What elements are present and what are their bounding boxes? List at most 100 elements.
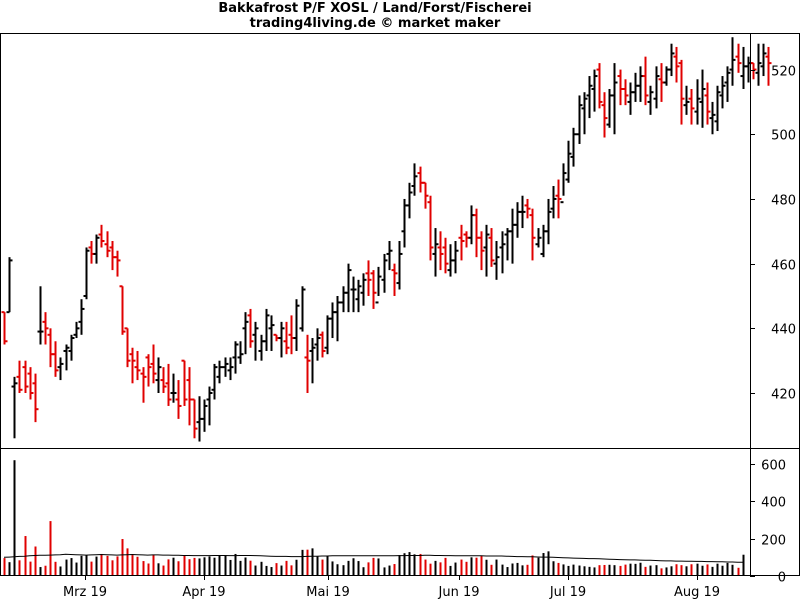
ohlc-bar: [140, 367, 147, 403]
ohlc-bar: [283, 321, 290, 355]
ohlc-bar: [540, 224, 547, 258]
ohlc-bar: [47, 328, 54, 368]
ohlc-bar: [632, 72, 639, 102]
ohlc-bar: [1, 311, 8, 345]
ohlc-bar: [83, 247, 90, 300]
ohlc-bar: [145, 354, 152, 387]
ohlc-bar: [750, 62, 757, 80]
ohlc-bar: [396, 241, 403, 290]
ohlc-bar: [37, 286, 44, 345]
month-label: Aug 19: [674, 585, 720, 600]
price-tick-label: 520: [771, 65, 796, 80]
ohlc-bar: [68, 334, 75, 361]
ohlc-bar: [165, 363, 172, 406]
ohlc-bar: [150, 344, 157, 384]
x-axis: Mrz 19 Apr 19 Mai 19 Jun 19 Jul 19 Aug 19: [63, 576, 720, 600]
ohlc-bar: [22, 360, 29, 394]
ohlc-bar: [740, 46, 747, 89]
ohlc-bar: [98, 224, 105, 248]
ohlc-bar: [186, 367, 193, 426]
ohlc-bar: [381, 253, 388, 293]
ohlc-bar: [304, 334, 311, 394]
volume-tick-label: 600: [761, 459, 786, 474]
ohlc-bar: [73, 321, 80, 339]
ohlc-bar: [370, 270, 377, 309]
ohlc-bar: [637, 66, 644, 102]
ohlc-bar: [560, 163, 567, 204]
ohlc-bar: [191, 398, 198, 439]
price-tick-label: 420: [771, 388, 796, 403]
ohlc-bar: [57, 357, 64, 381]
volume-average-line: [3, 553, 743, 563]
ohlc-bar: [432, 228, 439, 277]
ohlc-bar: [617, 69, 624, 106]
ohlc-bar: [242, 312, 249, 355]
ohlc-bar: [422, 181, 429, 209]
volume-tick-label: 0: [778, 571, 786, 586]
ohlc-bar: [237, 341, 244, 364]
ohlc-bar: [622, 79, 629, 106]
ohlc-bar: [596, 63, 603, 109]
ohlc-bar: [765, 46, 772, 86]
ohlc-bar: [201, 399, 208, 432]
ohlc-bar: [565, 140, 572, 183]
ohlc-bar: [458, 224, 465, 261]
ohlc-bar: [129, 347, 136, 384]
ohlc-bar: [514, 202, 521, 238]
ohlc-bar: [524, 198, 531, 219]
ohlc-bar: [32, 373, 39, 423]
ohlc-bar: [386, 241, 393, 271]
ohlc-bar: [478, 231, 485, 271]
ohlc-bar: [252, 321, 259, 361]
ohlc-bar: [334, 295, 341, 342]
ohlc-bar: [555, 179, 562, 219]
volume-tick-label: 200: [761, 534, 786, 549]
ohlc-bar: [134, 350, 141, 381]
ohlc-bar: [570, 127, 577, 167]
ohlc-bar: [93, 234, 100, 264]
ohlc-bar: [678, 59, 685, 125]
month-label: Mai 19: [306, 585, 349, 600]
ohlc-bar: [653, 66, 660, 109]
price-tick-label: 480: [771, 194, 796, 209]
ohlc-bar: [314, 328, 321, 361]
ohlc-bar: [350, 276, 357, 313]
ohlc-bar: [427, 195, 434, 261]
ohlc-bar: [258, 334, 265, 361]
ohlc-bar: [694, 79, 701, 125]
ohlc-bar: [550, 186, 557, 219]
ohlc-bar: [329, 302, 336, 339]
ohlc-bar: [360, 273, 367, 306]
price-tick-label: 460: [771, 259, 796, 274]
ohlc-bar: [6, 257, 13, 314]
ohlc-bar: [11, 376, 18, 439]
month-label: Jun 19: [438, 585, 480, 600]
ohlc-bar: [704, 82, 711, 125]
month-label: Jul 19: [549, 585, 586, 600]
ohlc-bar: [668, 43, 675, 77]
ohlc-bar: [247, 308, 254, 348]
ohlc-bar: [263, 308, 270, 351]
ohlc-bar: [499, 231, 506, 274]
price-tick-label: 500: [771, 129, 796, 144]
ohlc-bar: [417, 166, 424, 193]
ohlc-bar: [452, 241, 459, 274]
ohlc-bar: [586, 76, 593, 119]
ohlc-bar: [437, 231, 444, 271]
ohlc-bar: [27, 367, 34, 400]
month-label: Apr 19: [182, 585, 225, 600]
chart-subtitle: trading4living.de © market maker: [249, 16, 501, 31]
ohlc-bar: [42, 312, 49, 345]
ohlc-bar: [78, 299, 85, 335]
ohlc-bar: [611, 63, 618, 135]
ohlc-bar: [729, 37, 736, 86]
ohlc-bar: [683, 85, 690, 115]
ohlc-bar: [299, 286, 306, 332]
ohlc-bar: [365, 260, 372, 296]
ohlc-bar: [468, 205, 475, 245]
ohlc-bar: [709, 101, 716, 135]
ohlc-bar: [545, 198, 552, 245]
ohlc-bar: [473, 208, 480, 258]
ohlc-bar: [483, 224, 490, 277]
